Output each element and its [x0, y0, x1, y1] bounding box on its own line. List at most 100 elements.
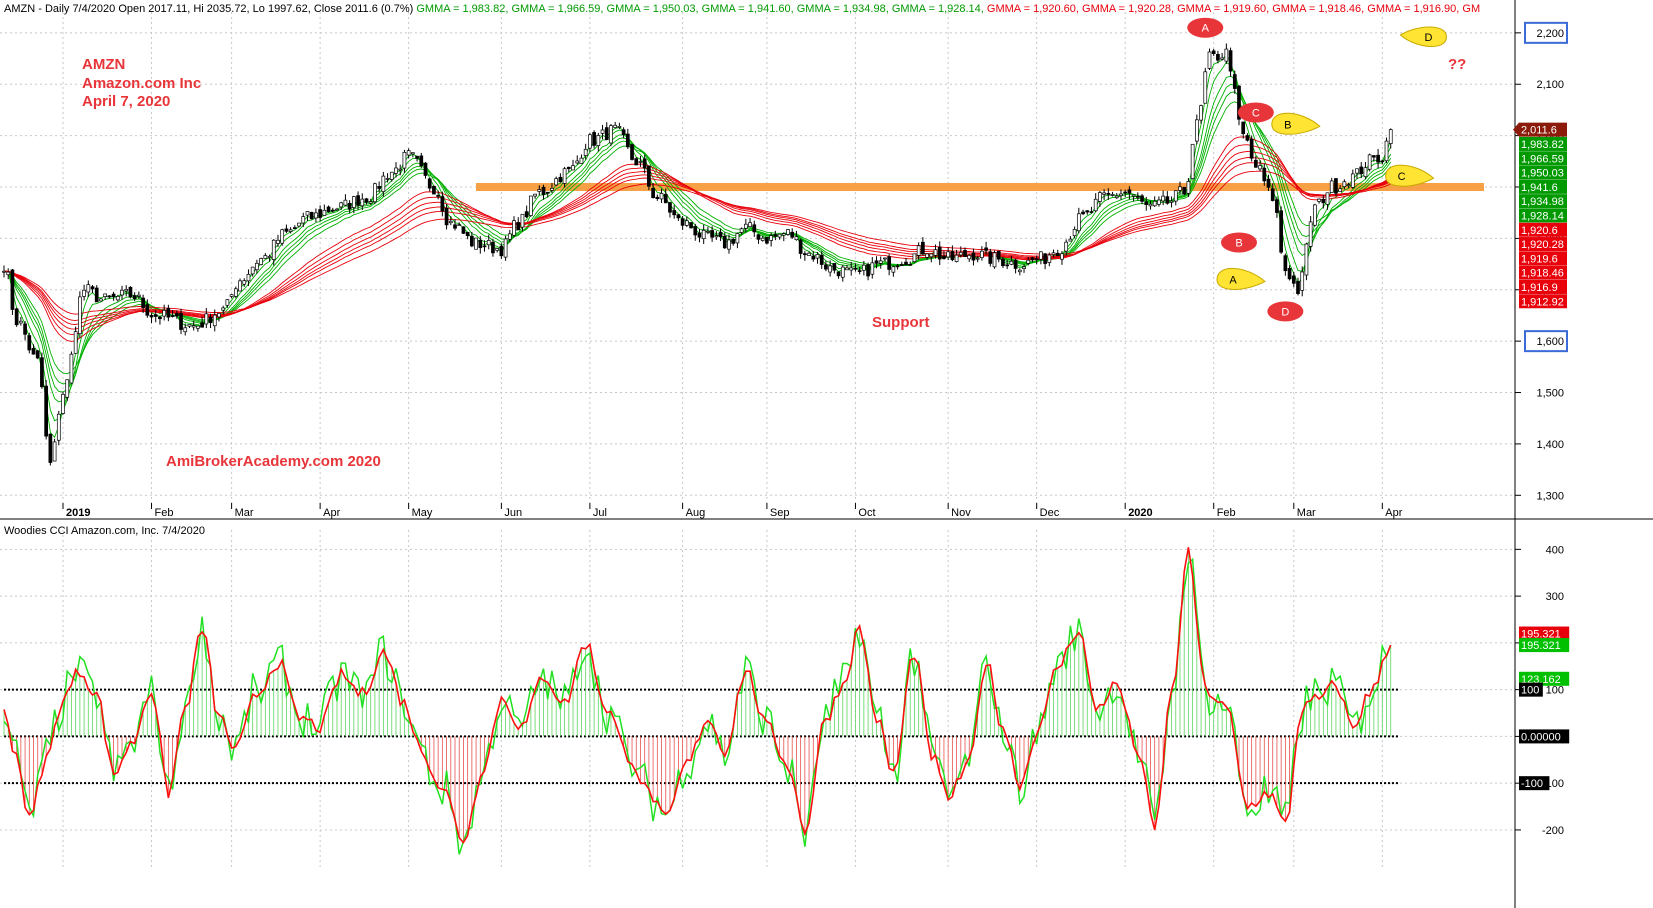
- annotation-yellow-pointer-C: C: [1385, 164, 1435, 187]
- value-tag: 1,966.59: [1519, 151, 1567, 166]
- candle-body: [200, 322, 204, 328]
- value-tag: 1,934.98: [1519, 194, 1567, 209]
- annotation-label: C: [1252, 107, 1260, 119]
- candle-body: [111, 293, 116, 298]
- candle-body: [1144, 201, 1149, 205]
- candle-body: [1338, 188, 1343, 193]
- candle-body: [680, 218, 685, 226]
- candle-body: [647, 165, 651, 187]
- candle-body: [288, 229, 293, 232]
- x-tick-label: Apr: [1385, 507, 1402, 519]
- candle-body: [238, 280, 242, 292]
- candle-body: [541, 186, 546, 195]
- y-tick-label: 1,400: [1536, 439, 1564, 451]
- candle-body: [1279, 210, 1283, 253]
- value-tag-text: 2,011.6: [1521, 125, 1557, 137]
- candle-body: [491, 241, 495, 254]
- candle-body: [1321, 198, 1326, 204]
- candle-body: [474, 237, 478, 250]
- candle-body: [2, 270, 6, 273]
- value-tag: 1,928.14: [1519, 208, 1567, 223]
- candle-body: [529, 195, 533, 216]
- value-tag-box: [1519, 237, 1567, 252]
- candle-body: [613, 124, 618, 128]
- candle-body: [583, 148, 588, 156]
- candle-body: [765, 236, 769, 244]
- candle-body: [208, 316, 213, 324]
- gmma-line: [4, 162, 1391, 322]
- annotation-label: B: [1284, 119, 1291, 131]
- candle-body: [706, 230, 710, 233]
- y-tick-label: 1,300: [1536, 490, 1564, 502]
- candle-body: [1346, 184, 1351, 186]
- value-tag: 1,912.92: [1519, 294, 1567, 309]
- candle-body: [179, 313, 183, 330]
- candle-body: [1342, 181, 1347, 187]
- candle-body: [61, 393, 65, 414]
- candle-body: [874, 260, 879, 264]
- annotation-label: B: [1235, 237, 1242, 249]
- candle-body: [883, 257, 887, 260]
- candle-body: [1076, 213, 1081, 232]
- candle-body: [672, 210, 677, 216]
- candle-body: [857, 270, 862, 272]
- candle-body: [356, 195, 360, 206]
- candle-body: [836, 271, 841, 277]
- candle-body: [777, 233, 782, 238]
- candle-body: [773, 234, 778, 237]
- candle-body: [187, 324, 192, 327]
- value-tag-box: [1519, 251, 1567, 266]
- gmma-line: [3, 61, 1392, 422]
- candle-body: [335, 208, 339, 211]
- candle-body: [718, 232, 723, 238]
- candle-body: [866, 264, 870, 277]
- candle-body: [609, 125, 613, 144]
- candle-body: [470, 235, 474, 247]
- x-tick-label: Mar: [1297, 507, 1316, 519]
- candle-body: [1355, 168, 1359, 174]
- price-grid: [0, 12, 1515, 503]
- candle-body: [495, 248, 500, 251]
- candle-body: [1207, 51, 1212, 69]
- value-tags: 2,011.6 1,983.82 1,966.59 1,950.03 1,941.6 1,…: [1513, 122, 1567, 309]
- candle-body: [600, 129, 605, 134]
- candle-body: [714, 235, 719, 238]
- gmma-line: [4, 136, 1391, 342]
- candle-body: [1119, 193, 1123, 196]
- candle-body: [1190, 143, 1195, 179]
- candle-body: [115, 296, 120, 301]
- cci-tag-text: 0.00000: [1521, 731, 1561, 743]
- candle-body: [1220, 57, 1224, 60]
- candle-body: [326, 206, 331, 212]
- header-part: AMZN - Daily 7/4/2020 Open 2017.11, Hi 2…: [4, 3, 416, 15]
- candle-body: [1034, 258, 1039, 261]
- candle-body: [895, 265, 900, 268]
- candle-body: [1123, 191, 1128, 194]
- candle-body: [958, 252, 963, 256]
- candle-body: [402, 152, 407, 169]
- candle-body: [743, 223, 748, 229]
- candle-body: [1275, 199, 1279, 213]
- candle-body: [908, 263, 913, 266]
- cci-value-tag: 123.162: [1519, 671, 1570, 686]
- candle-body: [845, 267, 849, 271]
- candle-body: [1068, 238, 1073, 242]
- cci-tag-box: [1519, 729, 1570, 744]
- support-line: [476, 182, 1484, 191]
- candle-body: [512, 220, 516, 236]
- candle-body: [174, 313, 179, 317]
- candle-body: [457, 224, 462, 226]
- candle-body: [322, 209, 327, 216]
- candle-body: [6, 271, 11, 276]
- candle-body: [1127, 189, 1132, 194]
- gmma-line: [4, 150, 1391, 330]
- annotation-marker: [1385, 164, 1435, 187]
- candle-body: [571, 165, 575, 171]
- candle-body: [1131, 194, 1136, 197]
- candle-body: [280, 229, 285, 244]
- candle-body: [891, 266, 896, 273]
- candle-body: [27, 335, 32, 351]
- header-part: GMMA = 1,966.59,: [511, 3, 606, 15]
- candle-body: [398, 168, 403, 171]
- candle-body: [347, 202, 352, 210]
